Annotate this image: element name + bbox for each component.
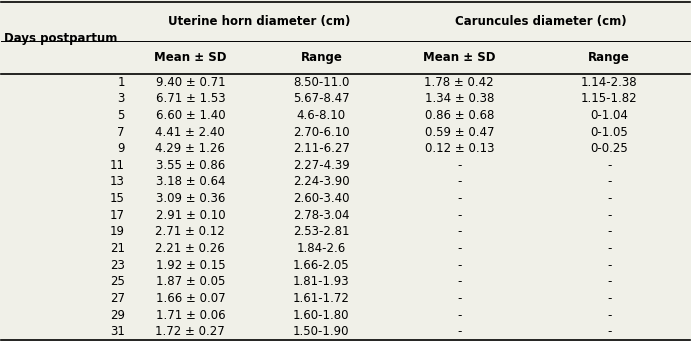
- Text: 9.40 ± 0.71: 9.40 ± 0.71: [155, 75, 225, 89]
- Text: 1.72 ± 0.27: 1.72 ± 0.27: [155, 325, 225, 338]
- Text: 2.27-4.39: 2.27-4.39: [293, 159, 350, 172]
- Text: 1.71 ± 0.06: 1.71 ± 0.06: [155, 309, 225, 322]
- Text: 3: 3: [117, 92, 125, 105]
- Text: -: -: [607, 159, 612, 172]
- Text: 27: 27: [110, 292, 125, 305]
- Text: 11: 11: [110, 159, 125, 172]
- Text: 1.87 ± 0.05: 1.87 ± 0.05: [155, 276, 225, 288]
- Text: -: -: [457, 325, 462, 338]
- Text: 0-1.04: 0-1.04: [590, 109, 628, 122]
- Text: 21: 21: [110, 242, 125, 255]
- Text: 9: 9: [117, 142, 125, 155]
- Text: 2.21 ± 0.26: 2.21 ± 0.26: [155, 242, 225, 255]
- Text: 2.24-3.90: 2.24-3.90: [293, 176, 350, 189]
- Text: 0.86 ± 0.68: 0.86 ± 0.68: [424, 109, 494, 122]
- Text: 19: 19: [110, 225, 125, 238]
- Text: -: -: [457, 159, 462, 172]
- Text: 23: 23: [110, 259, 125, 272]
- Text: 1.92 ± 0.15: 1.92 ± 0.15: [155, 259, 225, 272]
- Text: 1.14-2.38: 1.14-2.38: [581, 75, 638, 89]
- Text: 5.67-8.47: 5.67-8.47: [293, 92, 350, 105]
- Text: 1.78 ± 0.42: 1.78 ± 0.42: [424, 75, 494, 89]
- Text: 1.66 ± 0.07: 1.66 ± 0.07: [155, 292, 225, 305]
- Text: 5: 5: [117, 109, 125, 122]
- Text: 1: 1: [117, 75, 125, 89]
- Text: 6.60 ± 1.40: 6.60 ± 1.40: [155, 109, 225, 122]
- Text: Mean ± SD: Mean ± SD: [154, 51, 227, 64]
- Text: 2.71 ± 0.12: 2.71 ± 0.12: [155, 225, 225, 238]
- Text: 0.12 ± 0.13: 0.12 ± 0.13: [424, 142, 494, 155]
- Text: -: -: [457, 292, 462, 305]
- Text: 13: 13: [110, 176, 125, 189]
- Text: -: -: [457, 309, 462, 322]
- Text: -: -: [607, 259, 612, 272]
- Text: 1.81-1.93: 1.81-1.93: [293, 276, 350, 288]
- Text: -: -: [607, 192, 612, 205]
- Text: 1.15-1.82: 1.15-1.82: [581, 92, 638, 105]
- Text: -: -: [607, 276, 612, 288]
- Text: Range: Range: [588, 51, 630, 64]
- Text: -: -: [457, 176, 462, 189]
- Text: 1.60-1.80: 1.60-1.80: [293, 309, 350, 322]
- Text: 4.29 ± 1.26: 4.29 ± 1.26: [155, 142, 225, 155]
- Text: 1.84-2.6: 1.84-2.6: [296, 242, 346, 255]
- Text: Uterine horn diameter (cm): Uterine horn diameter (cm): [168, 15, 350, 28]
- Text: -: -: [607, 292, 612, 305]
- Text: -: -: [457, 192, 462, 205]
- Text: 2.53-2.81: 2.53-2.81: [293, 225, 350, 238]
- Text: 2.11-6.27: 2.11-6.27: [293, 142, 350, 155]
- Text: 2.60-3.40: 2.60-3.40: [293, 192, 350, 205]
- Text: -: -: [607, 309, 612, 322]
- Text: -: -: [607, 242, 612, 255]
- Text: 0.59 ± 0.47: 0.59 ± 0.47: [424, 125, 494, 138]
- Text: -: -: [457, 259, 462, 272]
- Text: 0-0.25: 0-0.25: [590, 142, 628, 155]
- Text: 15: 15: [110, 192, 125, 205]
- Text: -: -: [607, 325, 612, 338]
- Text: -: -: [607, 176, 612, 189]
- Text: 8.50-11.0: 8.50-11.0: [293, 75, 350, 89]
- Text: 4.41 ± 2.40: 4.41 ± 2.40: [155, 125, 225, 138]
- Text: 2.91 ± 0.10: 2.91 ± 0.10: [155, 209, 225, 222]
- Text: 2.78-3.04: 2.78-3.04: [293, 209, 350, 222]
- Text: 3.18 ± 0.64: 3.18 ± 0.64: [155, 176, 225, 189]
- Text: 0-1.05: 0-1.05: [590, 125, 628, 138]
- Text: 2.70-6.10: 2.70-6.10: [293, 125, 350, 138]
- Text: 1.50-1.90: 1.50-1.90: [293, 325, 350, 338]
- Text: 6.71 ± 1.53: 6.71 ± 1.53: [155, 92, 225, 105]
- Text: 1.66-2.05: 1.66-2.05: [293, 259, 350, 272]
- Text: 4.6-8.10: 4.6-8.10: [297, 109, 346, 122]
- Text: -: -: [457, 225, 462, 238]
- Text: 7: 7: [117, 125, 125, 138]
- Text: Caruncules diameter (cm): Caruncules diameter (cm): [455, 15, 626, 28]
- Text: 3.55 ± 0.86: 3.55 ± 0.86: [155, 159, 225, 172]
- Text: -: -: [607, 209, 612, 222]
- Text: 1.61-1.72: 1.61-1.72: [293, 292, 350, 305]
- Text: Range: Range: [301, 51, 342, 64]
- Text: 31: 31: [110, 325, 125, 338]
- Text: 17: 17: [110, 209, 125, 222]
- Text: -: -: [457, 209, 462, 222]
- Text: -: -: [607, 225, 612, 238]
- Text: 29: 29: [110, 309, 125, 322]
- Text: Days postpartum: Days postpartum: [4, 32, 117, 45]
- Text: 1.34 ± 0.38: 1.34 ± 0.38: [424, 92, 494, 105]
- Text: Mean ± SD: Mean ± SD: [423, 51, 495, 64]
- Text: -: -: [457, 276, 462, 288]
- Text: -: -: [457, 242, 462, 255]
- Text: 3.09 ± 0.36: 3.09 ± 0.36: [155, 192, 225, 205]
- Text: 25: 25: [110, 276, 125, 288]
